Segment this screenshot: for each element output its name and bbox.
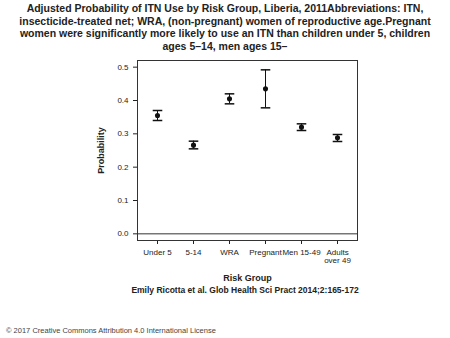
svg-text:Adultsover 49: Adultsover 49	[324, 248, 351, 265]
svg-text:Pregnant: Pregnant	[249, 248, 282, 257]
svg-text:0.5: 0.5	[117, 63, 129, 72]
svg-text:Under 5: Under 5	[143, 248, 172, 257]
svg-text:0.3: 0.3	[117, 129, 129, 138]
svg-text:5-14: 5-14	[185, 248, 202, 257]
svg-text:WRA: WRA	[220, 248, 239, 257]
html-text:Adjusted Probability of ITN Us: Adjusted Probability of ITN Use by Risk …	[19, 2, 431, 52]
svg-text:0.2: 0.2	[117, 163, 129, 172]
svg-text:Probability: Probability	[96, 127, 106, 174]
svg-text:0.0: 0.0	[117, 229, 129, 238]
svg-text:0.4: 0.4	[117, 96, 129, 105]
svg-text:Men 15-49: Men 15-49	[282, 248, 321, 257]
svg-text:Risk Group: Risk Group	[223, 273, 272, 283]
svg-text:0.1: 0.1	[117, 196, 129, 205]
html-text:Emily Ricotta et al. Glob Heal: Emily Ricotta et al. Glob Health Sci Pra…	[131, 285, 359, 295]
html-text:© 2017 Creative Commons Attrib: © 2017 Creative Commons Attribution 4.0 …	[6, 326, 216, 335]
